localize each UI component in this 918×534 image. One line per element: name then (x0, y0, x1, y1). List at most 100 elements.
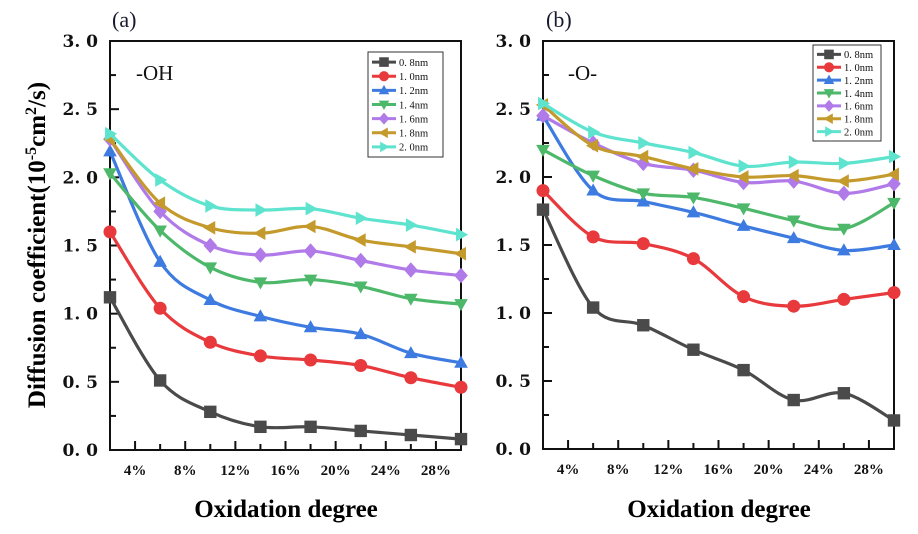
legend-item: 2. 0nm (817, 126, 873, 138)
data-point (886, 167, 899, 182)
data-point (836, 174, 849, 188)
legend-item: 1. 0nm (372, 71, 428, 83)
data-point (454, 299, 468, 312)
data-point (887, 414, 901, 427)
data-point (404, 371, 418, 385)
data-point (788, 155, 801, 169)
y-tick-label: 3. 0 (496, 32, 532, 52)
legend-item: 0. 8nm (372, 57, 428, 69)
data-point (887, 176, 901, 192)
series-20nm (105, 126, 469, 242)
data-point (354, 424, 367, 438)
legend-marker (823, 62, 835, 73)
legend-item: 1. 4nm (372, 100, 428, 111)
data-point (636, 149, 649, 164)
data-point (404, 262, 418, 278)
y-tick-label: 0. 5 (63, 373, 99, 393)
series-12nm (103, 144, 468, 368)
data-point (688, 145, 701, 160)
x-tick-label: 20% (321, 463, 351, 479)
data-point (687, 343, 700, 356)
data-point (153, 225, 167, 238)
data-point (837, 243, 851, 256)
legend-label: 1. 8nm (399, 129, 428, 140)
data-point (253, 226, 266, 241)
legend-label: 1. 6nm (844, 102, 873, 113)
data-point (355, 211, 368, 226)
series-16nm (103, 131, 468, 284)
y-axis-title-main: Diffusion coefficient(10 (24, 160, 51, 408)
legend-label: 1. 2nm (399, 86, 428, 97)
data-point (303, 274, 318, 287)
series-line (108, 149, 463, 365)
data-point (203, 262, 218, 275)
y-axis-title-sup2: 2 (23, 107, 40, 115)
data-point (586, 138, 599, 153)
data-point (586, 230, 600, 244)
data-point (203, 292, 218, 305)
data-point (887, 286, 901, 300)
data-point (887, 237, 901, 250)
y-axis-title-end: /s) (24, 82, 51, 108)
data-point (837, 292, 851, 306)
panel-annotation: -O- (568, 61, 597, 85)
legend-marker (823, 74, 835, 84)
legend-item: 1. 4nm (817, 89, 873, 100)
x-axis-title: Oxidation degree (627, 496, 811, 523)
legend-label: 1. 8nm (844, 115, 873, 126)
legend-marker (823, 89, 835, 99)
data-point (103, 168, 117, 181)
y-tick-label: 3. 0 (63, 32, 99, 52)
y-tick-label: 0. 0 (63, 441, 99, 461)
data-point (304, 420, 317, 434)
panel-label: (b) (546, 7, 572, 32)
data-point (354, 358, 368, 372)
y-tick-label: 1. 0 (63, 305, 99, 325)
data-point (536, 144, 550, 157)
legend-label: 1. 2nm (844, 76, 873, 87)
series-line (108, 171, 463, 306)
x-tick-label: 12% (653, 462, 683, 478)
data-point (404, 428, 418, 442)
legend-label: 1. 4nm (844, 89, 873, 100)
legend-item: 1. 0nm (817, 62, 873, 74)
x-tick-label: 16% (704, 462, 734, 478)
y-tick-label: 2. 0 (496, 168, 532, 188)
legend-marker (825, 126, 835, 137)
axes: 0. 0 0. 5 1. 0 1. 5 2. 0 2. 5 3. 0 4% 8% 12% 16% 20… (63, 32, 462, 479)
data-point (253, 277, 268, 290)
x-tick-label: 24% (804, 462, 834, 478)
y-tick-label: 0. 0 (496, 440, 532, 460)
data-point (786, 215, 801, 228)
legend-item: 1. 2nm (372, 84, 428, 97)
legend-label: 0. 8nm (399, 58, 428, 69)
legend-item: 1. 6nm (817, 99, 873, 113)
data-point (205, 199, 218, 213)
data-point (404, 346, 418, 359)
legend-item: 0. 8nm (817, 49, 873, 61)
data-point (538, 96, 551, 111)
legend-label: 2. 0nm (844, 127, 873, 138)
legend-label: 0. 8nm (844, 50, 873, 61)
panel-label: (a) (112, 7, 136, 32)
data-point (454, 432, 468, 446)
data-point (203, 237, 218, 254)
data-point (736, 174, 751, 191)
axes: 0. 0 0. 5 1. 0 1. 5 2. 0 2. 5 3. 0 4% 8% 12% 16% 20… (496, 32, 895, 478)
data-point (889, 149, 902, 164)
data-point (155, 173, 168, 187)
data-point (737, 290, 751, 304)
x-tick-label: 8% (607, 462, 630, 478)
data-point (353, 326, 368, 340)
data-point (403, 240, 416, 254)
y-axis-title-sup1: -5 (23, 147, 40, 160)
data-point (203, 220, 216, 235)
series-20nm (538, 96, 902, 173)
legend-item: 2. 0nm (372, 141, 428, 154)
series-08nm (103, 291, 468, 446)
panel-annotation: -OH (136, 61, 173, 85)
legend-item: 1. 8nm (372, 127, 428, 140)
data-point (686, 162, 699, 176)
legend-label: 1. 4nm (399, 100, 428, 111)
